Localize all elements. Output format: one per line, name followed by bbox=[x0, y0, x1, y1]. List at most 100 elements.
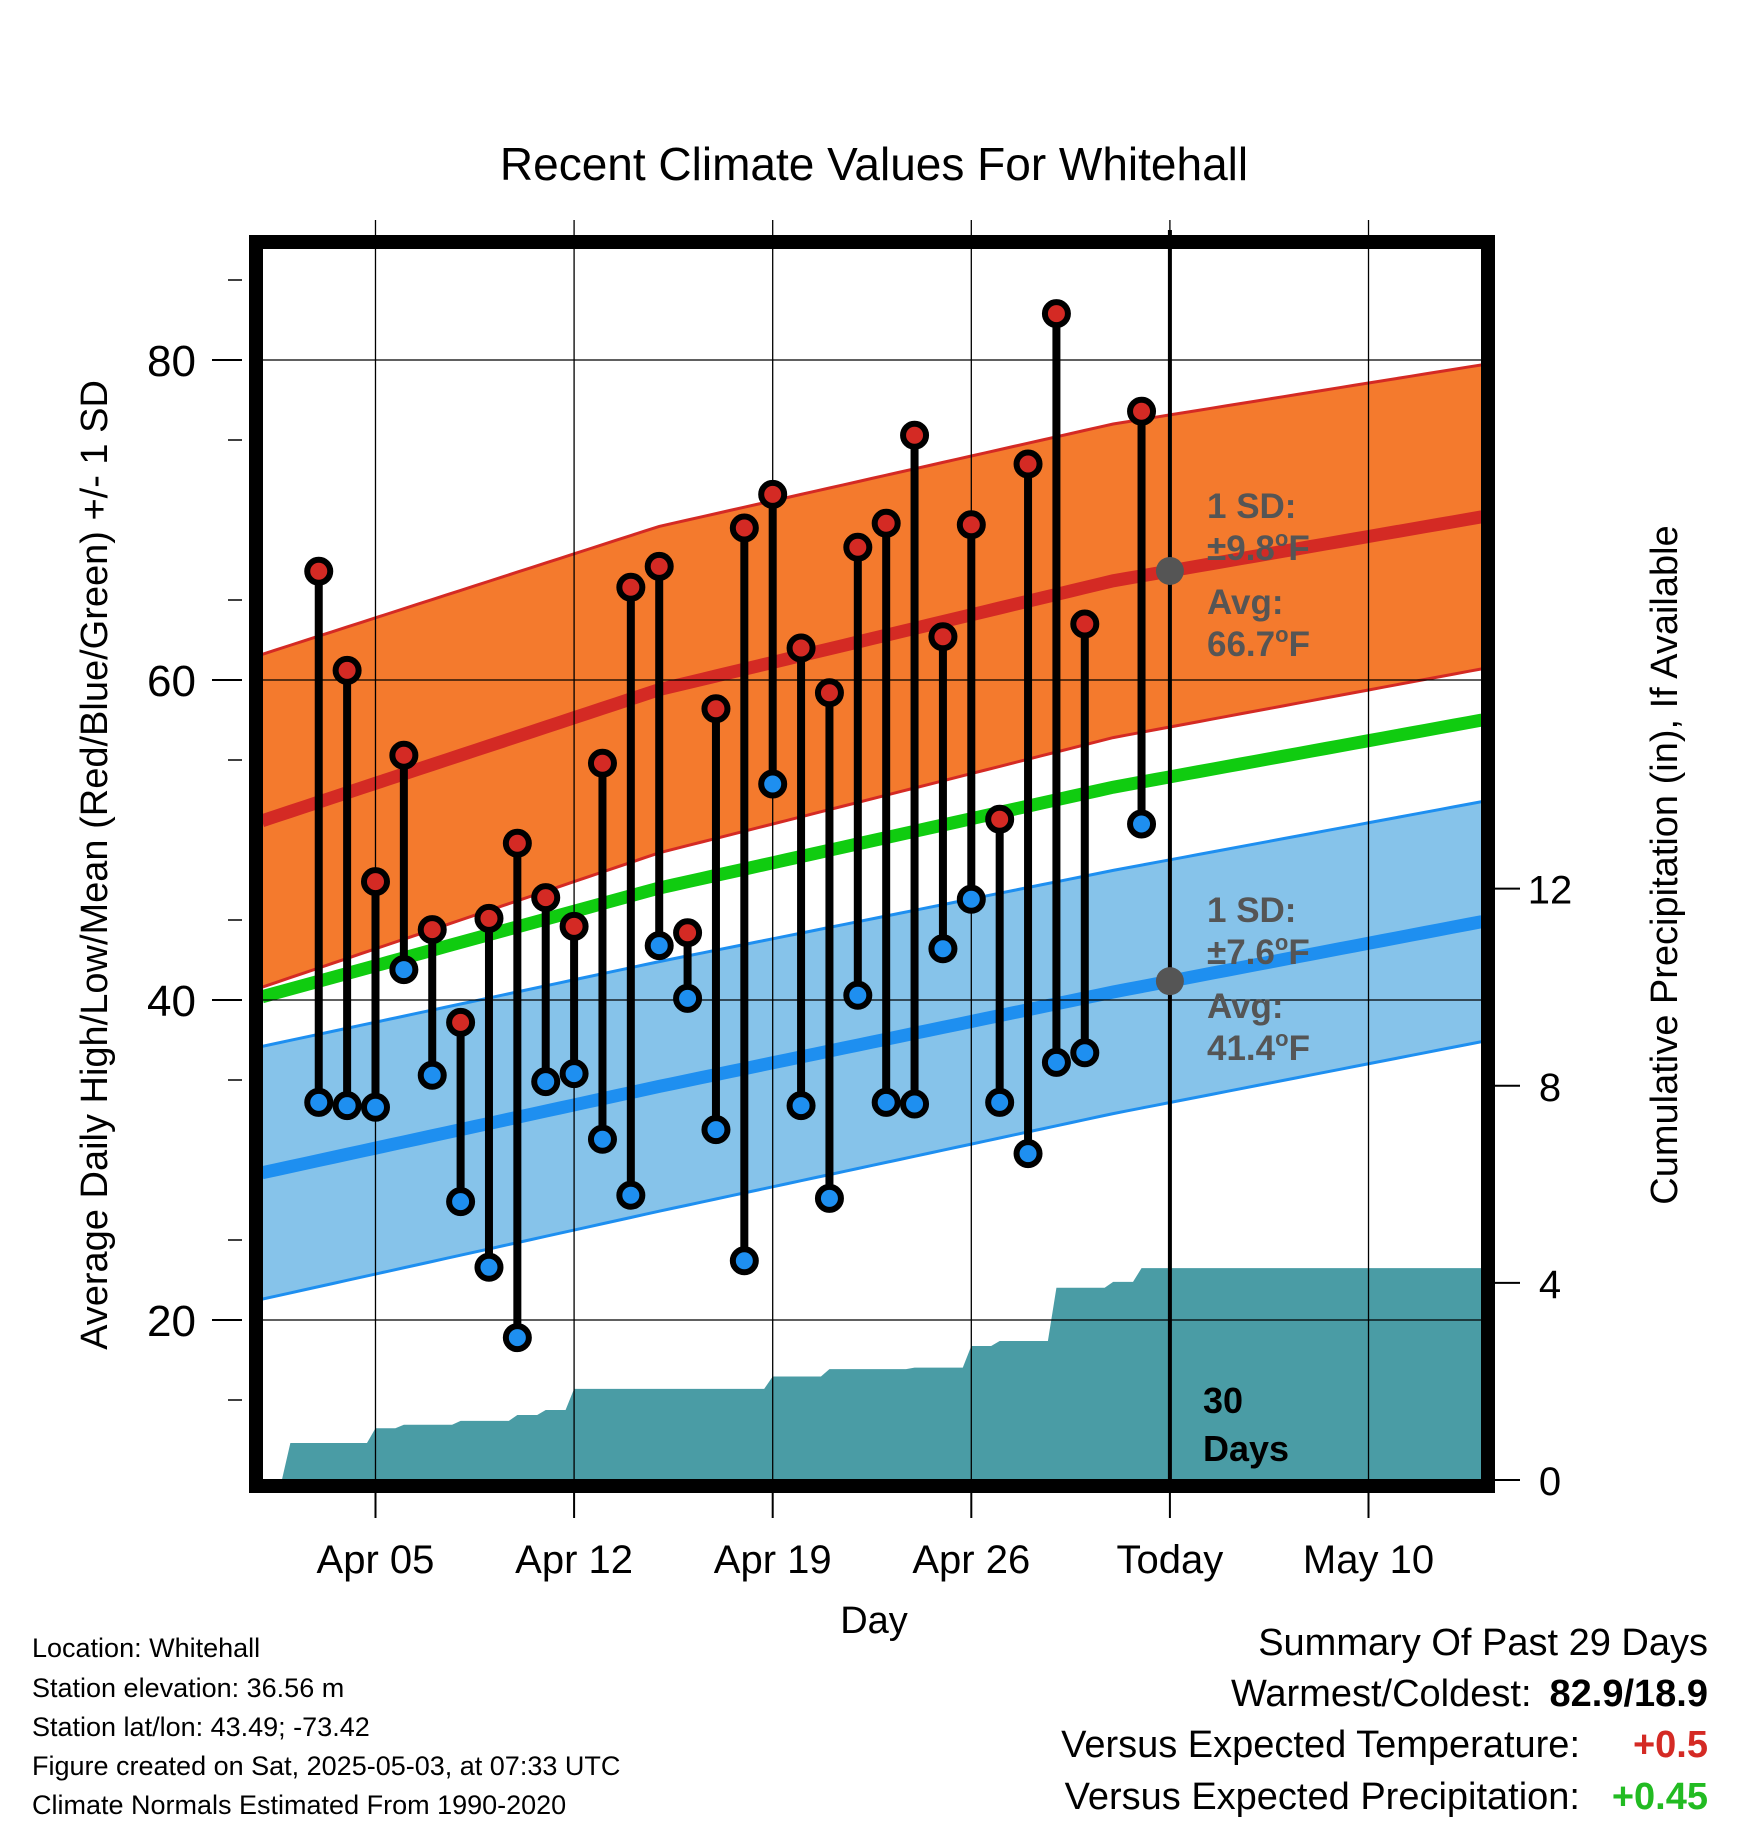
x-tick-label: Apr 26 bbox=[912, 1538, 1030, 1582]
summary-temp-label: Versus Expected Temperature: bbox=[1061, 1724, 1580, 1766]
plot-frame bbox=[249, 235, 1495, 1493]
observed-high-point bbox=[1013, 449, 1043, 479]
info-latlon: Station lat/lon: 43.49; -73.42 bbox=[32, 1712, 370, 1742]
y-right-tick-label: 8 bbox=[1539, 1066, 1561, 1110]
y-right-tick-label: 4 bbox=[1539, 1263, 1561, 1307]
normal-high-mean-line bbox=[262, 510, 1482, 827]
observed-high-point bbox=[729, 513, 759, 543]
normal-low-band-upper-edge bbox=[262, 800, 1482, 1048]
observed-high-point bbox=[985, 804, 1015, 834]
chart-title: Recent Climate Values For Whitehall bbox=[500, 138, 1248, 190]
observed-high-point bbox=[1070, 609, 1100, 639]
observed-high-point bbox=[559, 911, 589, 941]
summary-title: Summary Of Past 29 Days bbox=[1258, 1622, 1708, 1664]
observed-low-point bbox=[417, 1060, 447, 1090]
axes: 20 40 60 80 0 4 8 12 Apr 05 Apr 12 Apr 19 Apr 26 Tod… bbox=[147, 235, 1573, 1582]
y-axis-left-label: Average Daily High/Low/Mean (Red/Blue/Gr… bbox=[74, 380, 116, 1350]
normal-mean-line bbox=[262, 713, 1482, 1004]
observed-low-point bbox=[531, 1067, 561, 1097]
observed-high-point bbox=[928, 622, 958, 652]
plot-area bbox=[262, 363, 1482, 1480]
days-label: Days bbox=[1203, 1428, 1289, 1469]
observed-low-point bbox=[786, 1091, 816, 1121]
observed-high-point bbox=[304, 556, 334, 586]
observed-low-point bbox=[304, 1087, 334, 1117]
observed-low-point bbox=[1041, 1047, 1071, 1077]
observed-high-point bbox=[531, 883, 561, 913]
observed-high-point bbox=[587, 748, 617, 778]
observed-low-point bbox=[843, 980, 873, 1010]
today-low-average-marker bbox=[1155, 967, 1184, 996]
observed-high-point bbox=[389, 740, 419, 770]
observations bbox=[304, 299, 1157, 1353]
observed-high-point bbox=[814, 678, 844, 708]
observed-low-point bbox=[673, 983, 703, 1013]
y-right-tick-label: 0 bbox=[1539, 1460, 1561, 1504]
x-axis-label: Day bbox=[840, 1600, 908, 1642]
today-high-average-marker bbox=[1155, 556, 1184, 585]
observed-low-point bbox=[360, 1092, 390, 1122]
observed-high-point bbox=[871, 508, 901, 538]
observed-low-point bbox=[928, 934, 958, 964]
precipitation-area bbox=[262, 1268, 1482, 1480]
summary-precip-value: +0.45 bbox=[1611, 1776, 1708, 1818]
high-avg-value: 66.7oF bbox=[1207, 622, 1310, 664]
observed-high-point bbox=[701, 694, 731, 724]
observed-high-point bbox=[417, 915, 447, 945]
x-tick-label: Apr 19 bbox=[714, 1538, 832, 1582]
low-sd-value: ±7.6oF bbox=[1207, 930, 1310, 972]
normal-high-band-lower-edge bbox=[262, 667, 1482, 989]
observed-low-point bbox=[332, 1091, 362, 1121]
observed-low-point bbox=[474, 1252, 504, 1282]
observed-high-point bbox=[956, 510, 986, 540]
observed-low-point bbox=[871, 1087, 901, 1117]
days-count-label: 30 bbox=[1203, 1380, 1243, 1421]
observed-low-point bbox=[1070, 1038, 1100, 1068]
x-tick-label: Today bbox=[1117, 1538, 1224, 1582]
observed-low-point bbox=[559, 1059, 589, 1089]
low-avg-value: 41.4oF bbox=[1207, 1026, 1310, 1068]
summary-precip-label: Versus Expected Precipitation: bbox=[1064, 1776, 1580, 1818]
observed-high-point bbox=[900, 420, 930, 450]
observed-low-point bbox=[446, 1187, 476, 1217]
observed-high-point bbox=[360, 867, 390, 897]
observed-low-point bbox=[814, 1183, 844, 1213]
observed-high-point bbox=[502, 828, 532, 858]
observed-low-point bbox=[644, 931, 674, 961]
observed-low-point bbox=[956, 884, 986, 914]
high-sd-value: ±9.8oF bbox=[1207, 526, 1310, 568]
normal-high-band-upper-edge bbox=[262, 363, 1482, 656]
observed-high-point bbox=[843, 532, 873, 562]
normal-low-band-lower-edge bbox=[262, 1040, 1482, 1301]
summary-temp-value: +0.5 bbox=[1632, 1724, 1708, 1766]
observed-high-point bbox=[474, 903, 504, 933]
high-sd-label: 1 SD: bbox=[1207, 487, 1296, 526]
summary-warm-cold-value: 82.9/18.9 bbox=[1549, 1673, 1708, 1715]
info-elevation: Station elevation: 36.56 m bbox=[32, 1673, 345, 1703]
normal-low-mean-line bbox=[262, 915, 1482, 1180]
info-created: Figure created on Sat, 2025-05-03, at 07… bbox=[32, 1751, 621, 1781]
observed-low-point bbox=[701, 1115, 731, 1145]
y-left-tick-label: 20 bbox=[147, 1297, 196, 1346]
observed-high-point bbox=[1127, 396, 1157, 426]
grid-lines bbox=[262, 220, 1482, 1480]
x-tick-label: Apr 05 bbox=[317, 1538, 435, 1582]
y-left-tick-label: 40 bbox=[147, 977, 196, 1026]
y-right-tick-label: 12 bbox=[1528, 869, 1573, 913]
y-left-tick-label: 80 bbox=[147, 337, 196, 386]
observed-high-point bbox=[644, 551, 674, 581]
observed-low-point bbox=[587, 1124, 617, 1154]
high-avg-label: Avg: bbox=[1207, 583, 1283, 622]
y-axis-right-label: Cumulative Precipitation (in), If Availa… bbox=[1644, 525, 1686, 1204]
observed-high-point bbox=[446, 1007, 476, 1037]
observed-high-point bbox=[616, 572, 646, 602]
summary-precip: Versus Expected Precipitation: +0.45 bbox=[1065, 1776, 1708, 1819]
x-tick-label: Apr 12 bbox=[515, 1538, 633, 1582]
observed-high-point bbox=[758, 479, 788, 509]
observed-low-point bbox=[985, 1087, 1015, 1117]
observed-low-point bbox=[1013, 1139, 1043, 1169]
low-avg-label: Avg: bbox=[1207, 987, 1283, 1026]
observed-low-point bbox=[1127, 809, 1157, 839]
observed-high-point bbox=[1041, 299, 1071, 329]
summary-temp: Versus Expected Temperature: +0.5 bbox=[1061, 1724, 1708, 1767]
